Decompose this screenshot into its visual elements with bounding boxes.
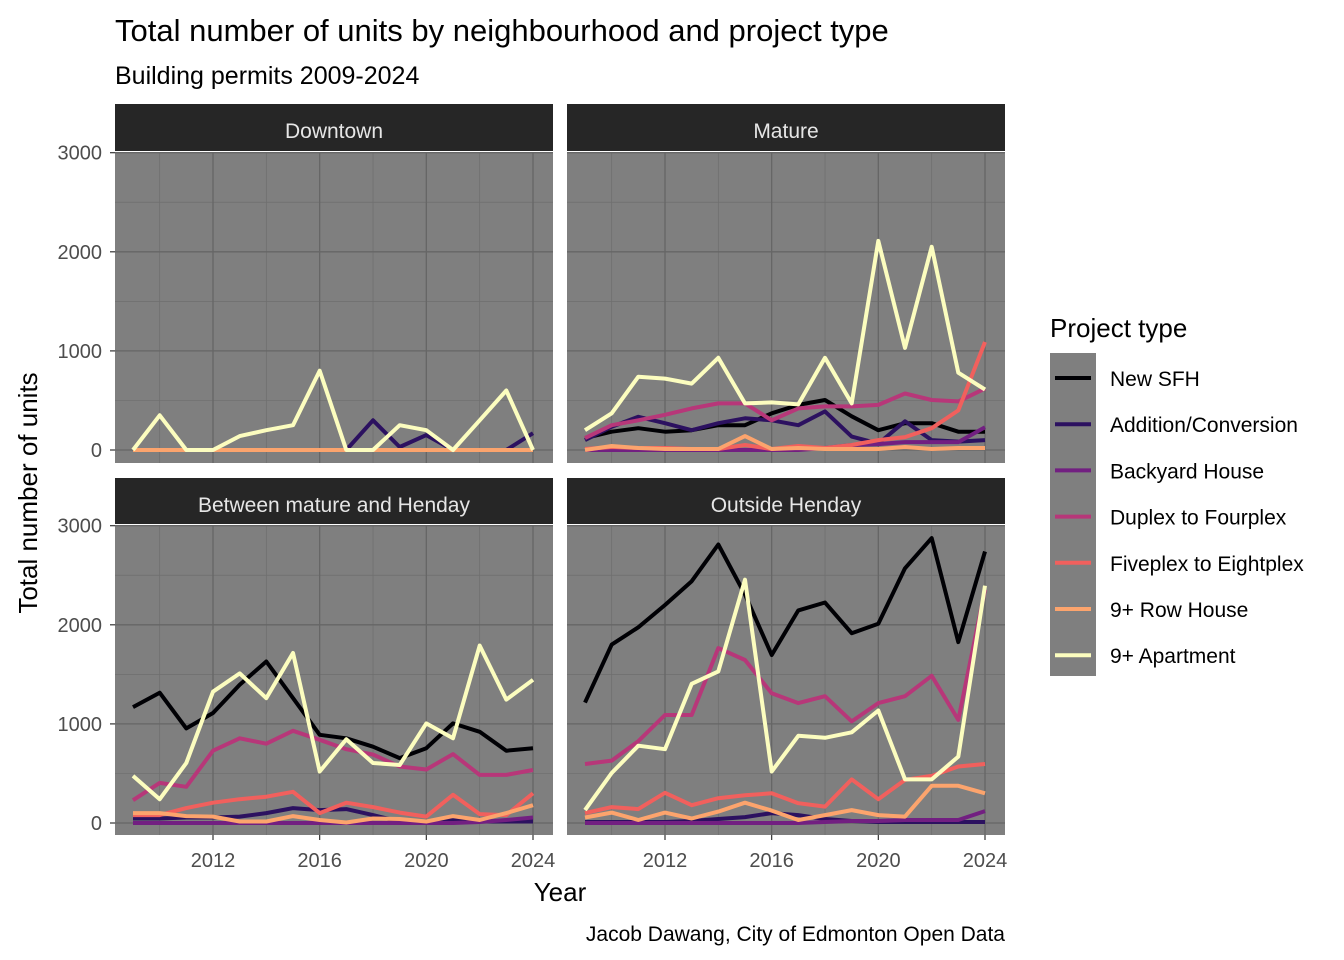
facet-label: Between mature and Henday xyxy=(198,494,471,517)
y-axis-title: Total number of units xyxy=(13,372,43,613)
series-line-9-apartment xyxy=(583,577,987,812)
legend-key-background xyxy=(1050,353,1096,676)
chart-title: Total number of units by neighbourhood a… xyxy=(115,13,889,48)
legend-label: Backyard House xyxy=(1110,460,1264,483)
x-tick-label: 2012 xyxy=(191,850,236,872)
y-tick-label: 1000 xyxy=(58,714,103,736)
facet-strip xyxy=(115,478,553,524)
series-line-duplex-to-fourplex xyxy=(131,728,534,802)
series-line-new-sfh xyxy=(583,536,987,704)
series-line-9-apartment xyxy=(131,368,535,452)
series-line-9-row-house xyxy=(584,434,985,452)
facet-label: Mature xyxy=(753,120,818,143)
facet-strip xyxy=(567,104,1005,151)
x-axis-title: Year xyxy=(534,877,587,907)
series-line-9-apartment xyxy=(583,238,987,432)
chart-subtitle: Building permits 2009-2024 xyxy=(115,62,419,90)
legend-label: Duplex to Fourplex xyxy=(1110,507,1287,530)
panel-between-mature-and-henday: Between mature and Henday 0 1000 2000 3000 20… xyxy=(58,478,556,872)
legend-label: 9+ Apartment xyxy=(1110,645,1236,668)
series-line-duplex-to-fourplex xyxy=(584,589,987,766)
y-tick-label: 0 xyxy=(91,440,102,462)
x-tick-label: 2016 xyxy=(297,850,342,872)
facet-label: Downtown xyxy=(285,120,383,143)
series-line-9-apartment xyxy=(131,643,535,802)
legend-title: Project type xyxy=(1050,313,1187,343)
y-tick-label: 2000 xyxy=(58,242,103,264)
series-line-fiveplex-to-eightplex xyxy=(133,789,535,819)
caption: Jacob Dawang, City of Edmonton Open Data xyxy=(586,923,1005,946)
panel-downtown: Downtown 0 1000 2000 3000 xyxy=(58,104,553,463)
series-line-new-sfh xyxy=(132,659,534,761)
legend: Project type New SFH Addition/Conversion B… xyxy=(1050,313,1304,676)
y-tick-label: 0 xyxy=(91,813,102,835)
panel-background xyxy=(567,152,1005,463)
series-line-9-row-house xyxy=(133,803,534,825)
series-line-9-row-house xyxy=(584,783,986,822)
panel-mature: Mature xyxy=(567,104,1005,463)
legend-label: Fiveplex to Eightplex xyxy=(1110,553,1304,576)
facet-strip xyxy=(567,478,1005,524)
y-tick-label: 2000 xyxy=(58,615,103,637)
panel-background xyxy=(115,525,553,835)
facet-strip xyxy=(115,104,553,151)
panel-outside-henday: Outside Henday 2012 2016 2020 2024 xyxy=(567,478,1007,872)
panels: Downtown 0 1000 2000 3000 Mature Between matur… xyxy=(58,104,1007,872)
x-tick-label: 2020 xyxy=(404,850,449,872)
x-tick-label: 2020 xyxy=(856,850,901,872)
legend-label: New SFH xyxy=(1110,368,1200,391)
legend-label: 9+ Row House xyxy=(1110,599,1248,622)
y-tick-label: 1000 xyxy=(58,341,103,363)
series-line-new-sfh xyxy=(584,398,985,441)
x-tick-label: 2024 xyxy=(963,850,1008,872)
x-tick-label: 2024 xyxy=(511,850,556,872)
x-tick-label: 2012 xyxy=(643,850,688,872)
facet-label: Outside Henday xyxy=(711,494,862,517)
legend-label: Addition/Conversion xyxy=(1110,414,1298,437)
x-tick-label: 2016 xyxy=(749,850,794,872)
y-tick-label: 3000 xyxy=(58,143,103,165)
series-line-duplex-to-fourplex xyxy=(584,386,986,440)
y-tick-label: 3000 xyxy=(58,516,103,538)
series-line-backyard-house xyxy=(585,809,986,825)
